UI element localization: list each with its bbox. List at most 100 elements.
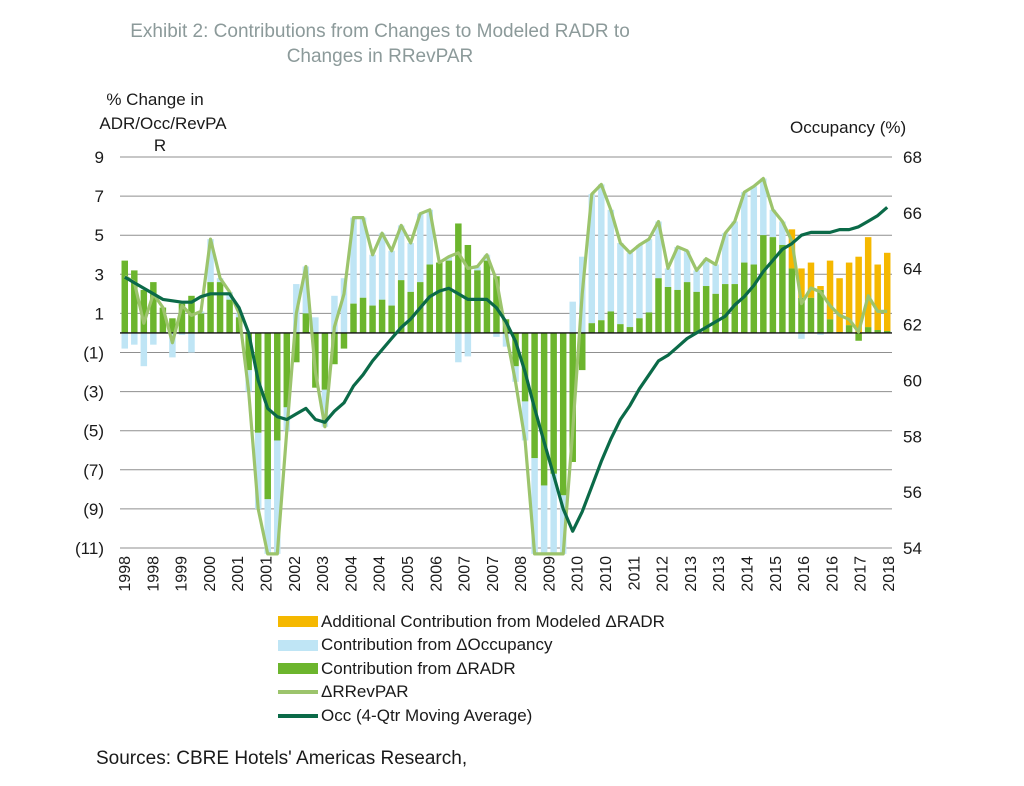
right-axis-tick-label: 64 [903,260,922,279]
radr-contribution-bar [645,312,653,333]
left-axis-title-line-1: % Change in [106,90,204,109]
additional-contribution-bar [864,237,872,328]
radr-contribution-bar [655,278,662,333]
radr-contribution-bar [569,332,576,462]
x-axis-tick-label: 2018 [881,556,898,592]
x-axis-tick-label: 2010 [598,556,615,592]
occupancy-contribution-bar [741,192,748,263]
occupancy-contribution-bar [407,243,414,292]
x-axis-tick-label: 2000 [202,556,219,592]
left-axis-tick-label: (3) [83,383,104,402]
legend-swatch-occupancy [278,639,318,651]
radr-contribution-bar [779,244,786,333]
x-axis-tick-label: 2004 [343,556,360,592]
additional-contribution-bar [826,260,834,320]
radr-contribution-bar [588,323,596,333]
radr-contribution-bar [579,332,586,371]
occupancy-contribution-bar [683,250,691,283]
radr-contribution-bar [455,223,462,333]
x-axis-tick-label: 2015 [768,556,785,592]
radr-contribution-bar [788,268,796,333]
occupancy-contribution-bar [359,217,367,298]
left-axis-tick-label: (7) [83,461,104,480]
legend-label-rrevpar: ΔRRevPAR [321,682,409,702]
radr-contribution-bar [731,284,738,333]
x-axis-tick-label: 2016 [796,556,813,592]
x-axis-tick-label: 2003 [315,556,332,592]
radr-contribution-bar [693,291,700,333]
left-axis-title-line-3: R [153,136,167,155]
occupancy-contribution-bar [388,250,395,306]
radr-contribution-bar [664,287,672,333]
legend-item-rrevpar: ΔRRevPAR [278,681,665,705]
legend: Additional Contribution from Modeled ΔRA… [278,610,665,728]
occupancy-contribution-bar [178,332,186,335]
x-axis-tick-label: 2005 [400,556,417,592]
legend-label-occ-ma: Occ (4-Qtr Moving Average) [321,705,533,725]
occupancy-contribution-bar [188,332,195,353]
source-note: Sources: CBRE Hotels' Americas Research, [96,748,468,769]
occupancy-contribution-bar [626,252,634,328]
radr-contribution-bar [302,313,310,333]
x-axis-tick-label: 2012 [655,556,672,592]
occupancy-contribution-bar [264,499,271,554]
occupancy-contribution-bar [121,332,129,349]
radr-contribution-bar [169,318,176,333]
x-axis-tick-label: 2014 [740,556,757,592]
occupancy-contribution-bar [731,221,738,285]
radr-contribution-bar [798,297,805,333]
left-axis-tick-label: (1) [83,344,104,363]
radr-contribution-bar [617,324,624,333]
legend-swatch-additional [278,616,318,628]
radr-contribution-bar [721,284,729,333]
radr-contribution-bar [550,332,557,474]
occupancy-contribution-bar [779,221,786,245]
occupancy-contribution-bar [350,217,357,304]
occupancy-contribution-bar [750,186,758,265]
radr-contribution-bar [150,282,157,333]
radr-contribution-bar [512,332,519,367]
x-axis-tick-label: 2013 [711,556,728,592]
x-axis-tick-label: 2013 [683,556,700,592]
radr-contribution-bar [121,260,129,333]
radr-contribution-bar [283,332,291,408]
radr-contribution-bar [702,286,710,333]
radr-contribution-bar [750,264,758,333]
radr-contribution-bar [274,332,281,441]
radr-contribution-bar [474,270,481,333]
occupancy-contribution-bar [798,332,805,339]
legend-item-radr: Contribution from ΔRADR [278,657,665,681]
occupancy-contribution-bar [416,213,424,283]
radr-contribution-bar [350,303,357,333]
occupancy-contribution-bar [369,254,376,306]
left-axis-tick-label: 9 [95,148,104,167]
left-axis-tick-label: 5 [95,226,104,245]
radr-contribution-bar [293,332,300,363]
occupancy-contribution-bar [655,221,662,279]
right-axis-tick-label: 58 [903,427,922,446]
radr-contribution-bar [883,330,891,333]
occupancy-contribution-bar [540,485,548,554]
x-axis-tick-label: 2011 [626,556,643,591]
occupancy-contribution-bar [559,495,567,554]
additional-contribution-bar [798,268,805,298]
occupancy-contribution-bar [760,178,767,236]
right-axis-tick-label: 68 [903,148,922,167]
radr-contribution-bar [874,330,881,333]
occupancy-contribution-bar [645,239,653,313]
radr-contribution-bar [855,332,862,341]
radr-contribution-bar [207,282,214,333]
occupancy-contribution-bar [636,244,643,319]
radr-contribution-bar [483,260,491,333]
radr-contribution-bar [378,299,386,333]
x-axis-tick-label: 2007 [485,556,502,592]
occupancy-contribution-bar [588,194,596,324]
radr-contribution-bar [445,260,453,333]
radr-contribution-bar [493,276,500,333]
radr-contribution-bar [159,307,167,333]
radr-contribution-bar [131,270,138,333]
radr-contribution-bar [216,282,224,333]
legend-item-occupancy: Contribution from ΔOccupancy [278,634,665,658]
occupancy-contribution-bar [321,389,329,427]
radr-contribution-bar [369,305,376,333]
